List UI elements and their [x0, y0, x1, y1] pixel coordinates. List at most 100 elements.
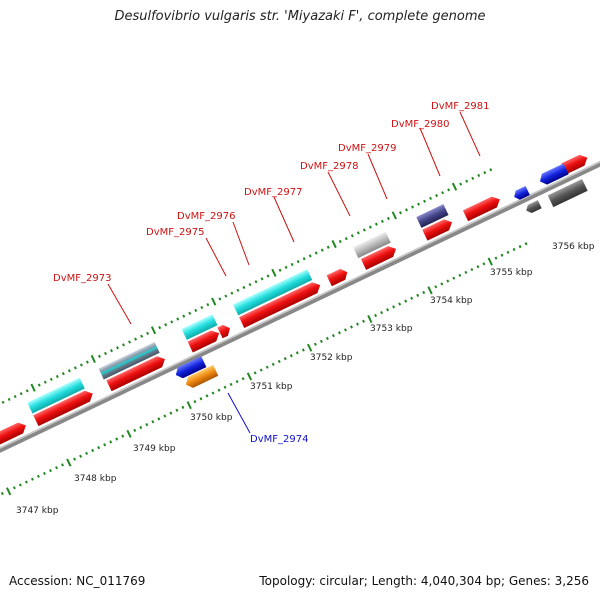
major-tick: [391, 211, 397, 220]
major-tick: [367, 314, 373, 324]
gene-label[interactable]: DvMF_2979: [338, 143, 396, 154]
minor-tick: [458, 273, 462, 277]
minor-tick: [176, 317, 180, 321]
inner-tick-row: [0, 242, 528, 496]
minor-tick: [128, 340, 132, 344]
minor-tick: [122, 343, 125, 347]
scale-label: 3749 kbp: [133, 444, 176, 454]
minor-tick: [464, 270, 468, 275]
minor-tick: [91, 448, 95, 453]
minor-tick: [302, 257, 306, 261]
topology-text: Topology: circular; Length: 4,040,304 bp…: [259, 574, 589, 588]
minor-tick: [392, 305, 396, 309]
gene-label[interactable]: DvMF_2973: [53, 273, 111, 284]
scale-label: 3748 kbp: [74, 474, 117, 484]
gene-label[interactable]: DvMF_2976: [177, 211, 235, 222]
minor-tick: [224, 294, 228, 298]
scale-label: 3747 kbp: [16, 506, 59, 516]
minor-tick: [254, 280, 258, 284]
callout-line: [367, 153, 388, 200]
minor-tick: [236, 288, 240, 292]
cds-feature: [422, 219, 452, 241]
scale-label: 3752 kbp: [310, 353, 353, 363]
minor-tick: [73, 366, 77, 370]
minor-tick: [42, 471, 46, 476]
minor-tick: [181, 405, 185, 410]
minor-tick: [278, 268, 282, 272]
callout-line: [227, 392, 251, 434]
minor-tick: [170, 320, 174, 324]
minor-tick: [73, 457, 77, 461]
scale-label: 3751 kbp: [250, 382, 293, 392]
minor-tick: [350, 325, 353, 329]
minor-tick: [435, 193, 439, 198]
callout-line: [205, 237, 227, 277]
minor-tick: [404, 299, 408, 303]
minor-tick: [313, 342, 317, 346]
minor-tick: [140, 334, 144, 338]
minor-tick: [447, 188, 451, 192]
cds-feature: [106, 356, 165, 392]
gene-label[interactable]: DvMF_2977: [244, 187, 302, 198]
minor-tick: [265, 365, 269, 369]
gene-label[interactable]: DvMF_2975: [146, 227, 204, 238]
cds-feature: [326, 268, 348, 287]
other-feature: [547, 179, 588, 208]
major-tick: [427, 286, 433, 295]
minor-tick: [218, 297, 222, 301]
minor-tick: [482, 262, 486, 266]
minor-tick: [429, 196, 433, 201]
minor-tick: [416, 293, 420, 298]
minor-tick: [55, 374, 59, 379]
gene-label[interactable]: DvMF_2974: [250, 434, 308, 445]
minor-tick: [446, 279, 450, 283]
gene-label[interactable]: DvMF_2978: [300, 161, 358, 172]
minor-tick: [440, 282, 444, 286]
minor-tick: [164, 323, 168, 327]
minor-tick: [200, 305, 204, 310]
minor-tick: [223, 385, 227, 389]
cds-feature: [187, 330, 220, 353]
cds-feature: [360, 246, 397, 270]
minor-tick: [441, 191, 445, 195]
gene-label[interactable]: DvMF_2980: [391, 119, 449, 130]
minor-tick: [61, 371, 65, 376]
misc-feature: [514, 186, 530, 200]
minor-tick: [301, 348, 305, 352]
minor-tick: [43, 380, 47, 384]
minor-tick: [465, 179, 469, 183]
minor-tick: [18, 483, 22, 487]
minor-tick: [344, 328, 347, 332]
minor-tick: [489, 168, 493, 172]
rrna-feature: [98, 341, 160, 380]
minor-tick: [259, 368, 263, 372]
gene-label[interactable]: DvMF_2981: [431, 101, 489, 112]
minor-tick: [205, 394, 209, 398]
minor-tick: [7, 397, 11, 402]
minor-tick: [518, 244, 522, 249]
minor-tick: [277, 359, 281, 364]
callout-line: [232, 221, 250, 266]
minor-tick: [326, 245, 330, 249]
minor-tick: [1, 400, 5, 404]
scale-labels: 3747 kbp 3748 kbp 3749 kbp 3750 kbp 3751…: [16, 242, 595, 516]
minor-tick: [157, 417, 161, 421]
minor-tick: [163, 414, 167, 418]
major-tick: [150, 326, 157, 335]
map-title: Desulfovibrio vulgaris str. 'Miyazaki F'…: [114, 9, 486, 24]
minor-tick: [139, 425, 143, 430]
minor-tick: [422, 290, 426, 295]
callout-line: [273, 196, 295, 243]
minor-tick: [30, 477, 34, 481]
scale-label: 3754 kbp: [430, 296, 473, 306]
minor-tick: [494, 256, 498, 260]
minor-tick: [314, 251, 318, 255]
scale-label: 3756 kbp: [552, 242, 595, 252]
minor-tick: [79, 363, 83, 367]
minor-tick: [211, 391, 215, 395]
major-tick: [186, 401, 192, 410]
cds-feature: [462, 196, 500, 222]
cds-feature: [239, 282, 321, 328]
minor-tick: [512, 247, 516, 252]
minor-tick: [229, 382, 233, 387]
